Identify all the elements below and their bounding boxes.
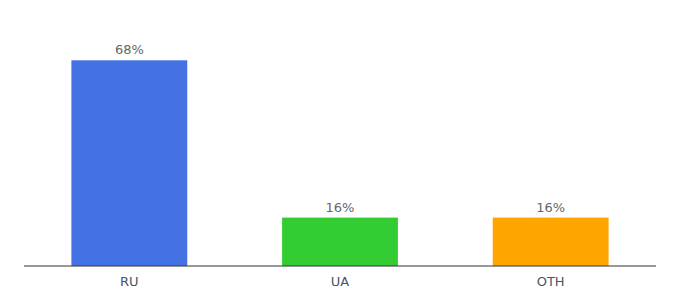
x-tick-label: OTH (537, 274, 565, 289)
x-axis-line (24, 266, 656, 267)
bar (282, 218, 398, 266)
x-tick-label: RU (120, 274, 139, 289)
bar (493, 218, 609, 266)
bars (71, 60, 608, 266)
data-label: 68% (115, 42, 144, 57)
plot-area: 68% 16% 16% RU UA OTH (24, 42, 656, 289)
data-label: 16% (326, 200, 355, 215)
chart-svg: 68% 16% 16% RU UA OTH (0, 0, 680, 300)
x-tick-label: UA (331, 274, 350, 289)
chart-container: 68% 16% 16% RU UA OTH (0, 0, 680, 300)
data-label: 16% (536, 200, 565, 215)
bar (71, 60, 187, 266)
